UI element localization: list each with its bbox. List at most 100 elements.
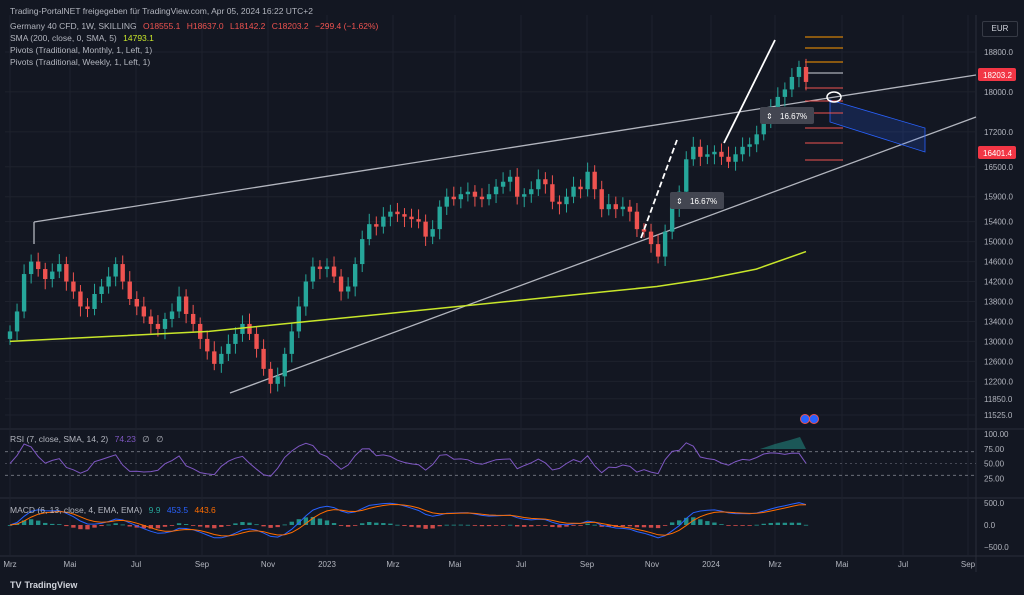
candle <box>92 283 97 316</box>
rsi-legend[interactable]: RSI (7, close, SMA, 14, 2) 74.23 ∅ ∅ <box>10 434 167 445</box>
candle-body <box>437 206 442 230</box>
price-tick-label: 15900.0 <box>984 193 1013 202</box>
candle <box>212 341 217 371</box>
measure-annotation-1: 16.67% ⇕ <box>760 107 814 124</box>
candle-body <box>592 171 597 190</box>
candle-body <box>303 281 309 307</box>
candle <box>437 200 442 240</box>
macd-histogram-bar <box>789 522 795 525</box>
macd-legend[interactable]: MACD (6, 13, close, 4, EMA, EMA) 9.9 453… <box>10 505 220 515</box>
candle <box>500 172 506 194</box>
macd-histogram-bar <box>226 525 231 526</box>
candle <box>275 367 280 392</box>
candle-body <box>423 221 428 237</box>
tradingview-logo-text: TradingView <box>24 580 78 590</box>
candle-body <box>205 338 210 352</box>
candle-body <box>212 351 217 364</box>
candle-body <box>35 261 41 270</box>
macd-histogram-bar <box>726 525 731 526</box>
macd-histogram-bar <box>78 525 83 530</box>
candle-body <box>669 206 675 232</box>
macd-histogram-bar <box>775 522 781 525</box>
macd-histogram-bar <box>205 525 210 528</box>
macd-histogram-bar <box>677 520 682 525</box>
currency-button[interactable]: EUR <box>982 21 1018 37</box>
time-axis-label: Sep <box>195 560 210 569</box>
candle-body <box>78 291 83 307</box>
candle-body <box>360 239 365 265</box>
candle-body <box>655 244 661 257</box>
price-tick-label: 12600.0 <box>984 357 1013 366</box>
candle-body <box>571 186 576 197</box>
candle-body <box>345 286 351 292</box>
macd-histogram-bar <box>162 525 168 527</box>
candle-body <box>599 189 604 210</box>
macd-histogram-bar <box>796 522 802 525</box>
candle <box>148 309 154 334</box>
candle-body <box>127 281 132 299</box>
lower-trendline <box>229 116 977 394</box>
candle <box>782 82 788 107</box>
candle <box>550 175 555 210</box>
candle <box>486 183 492 206</box>
candle-body <box>465 191 471 195</box>
sma-legend[interactable]: SMA (200, close, 0, SMA, 5) 14793.1 <box>10 33 158 43</box>
sma-200-line <box>9 250 807 343</box>
time-axis-label: Jul <box>898 560 908 569</box>
measure-icon: ⇕ <box>766 112 773 121</box>
macd-histogram-bar <box>782 522 788 525</box>
macd-histogram-bar <box>768 522 773 525</box>
candle <box>113 257 118 287</box>
candle-body <box>444 196 449 207</box>
candle-body <box>226 343 231 354</box>
symbol-name[interactable]: Germany 40 CFD, 1W, SKILLING <box>10 21 137 31</box>
candle-body <box>627 206 633 212</box>
candle-body <box>740 146 745 155</box>
price-tick-label: 18800.0 <box>984 48 1013 57</box>
candle <box>317 260 323 280</box>
candle-body <box>430 229 435 237</box>
candle-body <box>789 76 795 90</box>
macd-histogram-bar <box>367 522 372 525</box>
candle <box>444 188 449 215</box>
candle-body <box>106 276 111 287</box>
candle <box>705 145 710 165</box>
candle-body <box>7 331 13 339</box>
sma-value: 14793.1 <box>123 33 154 43</box>
candle-body <box>381 216 386 227</box>
macd-histogram-bar <box>190 525 196 526</box>
macd-histogram-bar <box>345 525 351 527</box>
macd-histogram-bar <box>331 523 337 525</box>
candle-body <box>57 264 62 272</box>
price-tick-label: 14600.0 <box>984 258 1013 267</box>
time-axis-label: Mai <box>836 560 849 569</box>
candle-body <box>99 286 104 294</box>
macd-histogram-bar <box>247 522 252 525</box>
time-axis-label: 2023 <box>318 560 336 569</box>
candle-body <box>261 348 266 369</box>
candle-body <box>148 316 154 324</box>
candle-body <box>409 216 414 220</box>
macd-histogram-bar <box>212 525 217 529</box>
candle <box>627 199 633 222</box>
macd-histogram-bar <box>423 525 428 529</box>
macd-histogram-bar <box>515 525 520 527</box>
candle <box>465 182 471 202</box>
pivots-weekly-legend[interactable]: Pivots (Traditional, Weekly, 1, Left, 1) <box>10 57 151 67</box>
macd-histogram-bar <box>571 525 576 526</box>
pivots-monthly-legend[interactable]: Pivots (Traditional, Monthly, 1, Left, 1… <box>10 45 153 55</box>
tradingview-logo[interactable]: TV TradingView <box>10 580 77 590</box>
impulse-line <box>723 39 776 144</box>
candle <box>585 162 590 197</box>
macd-histogram-bar <box>486 525 492 527</box>
macd-histogram-bar <box>585 523 590 525</box>
candle-body <box>775 96 781 107</box>
macd-histogram-bar <box>557 525 562 528</box>
candle <box>254 326 259 358</box>
macd-histogram-bar <box>402 525 407 526</box>
price-tick-label: 13000.0 <box>984 337 1013 346</box>
candle-body <box>324 266 330 270</box>
candle <box>789 68 795 98</box>
